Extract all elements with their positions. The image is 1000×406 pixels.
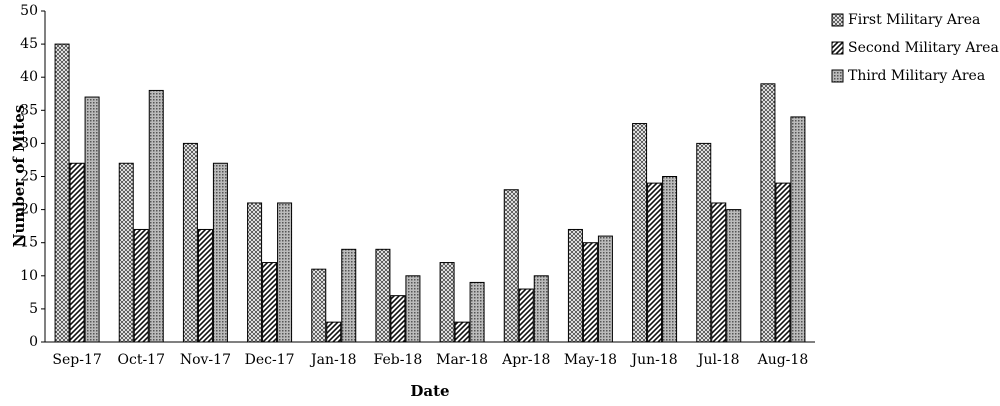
bar bbox=[696, 142, 712, 343]
y-tick-label: 25 bbox=[20, 169, 38, 185]
bar bbox=[84, 96, 100, 343]
bar bbox=[790, 116, 806, 343]
bar bbox=[69, 162, 85, 343]
bar bbox=[197, 228, 213, 343]
bar bbox=[533, 275, 549, 343]
bar bbox=[518, 288, 534, 343]
x-tick-label: Mar-18 bbox=[436, 352, 488, 368]
y-axis-label: Number of Mites bbox=[10, 105, 28, 248]
bar bbox=[405, 275, 421, 343]
y-tick-label: 15 bbox=[20, 235, 38, 251]
bar bbox=[247, 202, 263, 343]
x-tick-label: Oct-17 bbox=[118, 352, 166, 368]
y-tick-label: 50 bbox=[20, 3, 38, 19]
bar bbox=[662, 176, 678, 343]
x-tick-label: Aug-18 bbox=[757, 352, 809, 368]
y-tick-label: 35 bbox=[20, 102, 38, 118]
bar bbox=[567, 228, 583, 343]
y-tick-label: 20 bbox=[20, 202, 38, 218]
bar bbox=[469, 281, 485, 343]
y-tick-label: 45 bbox=[20, 36, 38, 52]
bar bbox=[326, 321, 342, 343]
y-tick-label: 40 bbox=[20, 69, 38, 85]
bar bbox=[597, 235, 613, 343]
bar bbox=[311, 268, 327, 343]
bar bbox=[133, 228, 149, 343]
bar bbox=[375, 248, 391, 343]
bar bbox=[148, 89, 164, 343]
bar bbox=[582, 242, 598, 343]
bar bbox=[182, 142, 198, 343]
bar bbox=[262, 262, 278, 343]
bar bbox=[503, 189, 519, 343]
bar bbox=[212, 162, 228, 343]
x-tick-label: Feb-18 bbox=[374, 352, 423, 368]
bar bbox=[54, 43, 70, 343]
x-tick-label: May-18 bbox=[564, 352, 617, 368]
legend-swatch bbox=[831, 69, 844, 83]
bar bbox=[390, 295, 406, 343]
legend-swatch bbox=[831, 41, 844, 55]
bar bbox=[760, 83, 776, 343]
bar bbox=[647, 182, 663, 343]
x-axis-label: Date bbox=[410, 382, 449, 400]
x-tick-label: Sep-17 bbox=[52, 352, 101, 368]
bar bbox=[711, 202, 727, 343]
x-tick-label: Jun-18 bbox=[629, 352, 677, 368]
x-tick-label: Dec-17 bbox=[245, 352, 295, 368]
legend-swatch bbox=[831, 13, 844, 27]
x-tick-label: Apr-18 bbox=[501, 352, 550, 368]
legend-label: Third Military Area bbox=[848, 68, 985, 84]
x-tick-label: Jul-18 bbox=[696, 352, 740, 368]
y-tick-label: 0 bbox=[29, 334, 38, 350]
legend-label: First Military Area bbox=[848, 12, 980, 28]
bar bbox=[775, 182, 791, 343]
x-tick-label: Jan-18 bbox=[309, 352, 357, 368]
y-tick-label: 30 bbox=[20, 135, 38, 151]
y-tick-label: 10 bbox=[20, 268, 38, 284]
bar bbox=[118, 162, 134, 343]
bar bbox=[632, 123, 648, 343]
legend-label: Second Military Area bbox=[848, 40, 999, 56]
bar bbox=[277, 202, 293, 343]
bar bbox=[454, 321, 470, 343]
x-tick-label: Nov-17 bbox=[180, 352, 231, 368]
bar bbox=[726, 209, 742, 343]
y-tick-label: 5 bbox=[29, 301, 38, 317]
bar bbox=[439, 262, 455, 343]
bar bbox=[341, 248, 357, 343]
